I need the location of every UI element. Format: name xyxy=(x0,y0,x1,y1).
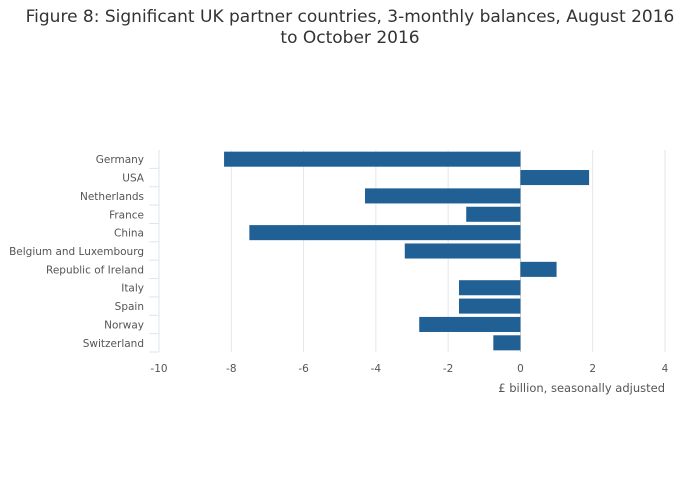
x-tick-label-0: -10 xyxy=(150,363,167,375)
x-tick-label-4: -2 xyxy=(443,363,453,375)
bar-italy[interactable] xyxy=(458,280,521,296)
x-tick-label-6: 2 xyxy=(589,363,596,375)
y-tick-label-5: Belgium and Luxembourg xyxy=(9,246,144,258)
bars xyxy=(224,151,590,351)
chart-title-line-1: Figure 8: Significant UK partner countri… xyxy=(25,7,675,27)
y-tick-label-0: Germany xyxy=(96,154,144,166)
y-tick-label-10: Switzerland xyxy=(83,338,144,350)
y-tick-label-6: Republic of Ireland xyxy=(46,264,144,276)
bar-republic-of-ireland[interactable] xyxy=(520,261,557,277)
x-axis: -10 -8 -6 -4 -2 0 2 4 xyxy=(150,363,668,375)
chart-title: Figure 8: Significant UK partner countri… xyxy=(0,7,700,49)
y-tick-label-8: Spain xyxy=(115,301,144,313)
bar-netherlands[interactable] xyxy=(365,188,521,204)
x-tick-label-7: 4 xyxy=(662,363,669,375)
x-tick-label-3: -4 xyxy=(371,363,382,375)
bar-switzerland[interactable] xyxy=(493,335,521,351)
x-tick-label-2: -6 xyxy=(298,363,309,375)
y-tick-label-4: China xyxy=(114,228,144,240)
y-tick-label-7: Italy xyxy=(121,283,144,295)
bar-spain[interactable] xyxy=(458,298,521,314)
chart-title-line-2: to October 2016 xyxy=(280,28,420,48)
bar-france[interactable] xyxy=(466,206,521,222)
bar-belgium-and-luxembourg[interactable] xyxy=(404,243,521,259)
bar-germany[interactable] xyxy=(224,151,521,167)
x-tick-label-1: -8 xyxy=(226,363,236,375)
x-tick-label-5: 0 xyxy=(517,363,524,375)
y-axis: Germany USA Netherlands France China Belgium … xyxy=(9,150,160,353)
bar-china[interactable] xyxy=(249,225,521,241)
y-tick-label-1: USA xyxy=(122,173,145,185)
bar-usa[interactable] xyxy=(520,170,590,186)
y-tick-label-2: Netherlands xyxy=(80,191,144,203)
y-tick-label-9: Norway xyxy=(104,319,144,331)
x-axis-title: £ billion, seasonally adjusted xyxy=(498,381,665,395)
y-tick-label-3: France xyxy=(109,209,144,221)
bar-norway[interactable] xyxy=(419,316,521,332)
